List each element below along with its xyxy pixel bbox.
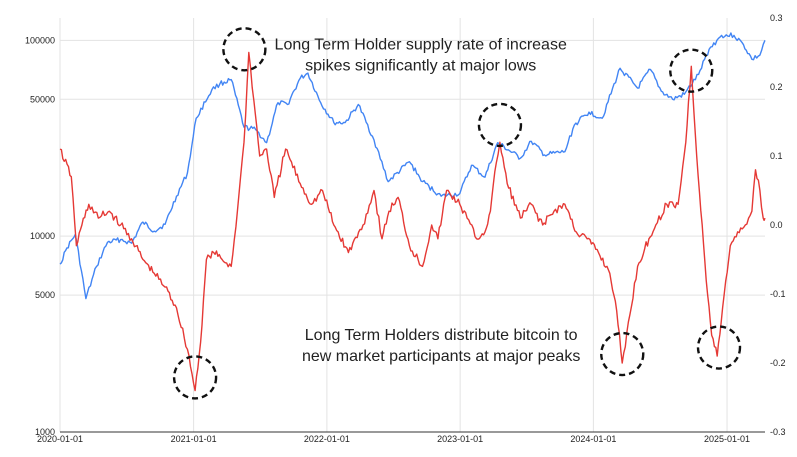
annotation-text: spikes significantly at major lows	[305, 58, 536, 75]
x-tick-label: 2024-01-01	[570, 434, 616, 444]
series-lines	[59, 32, 766, 392]
x-tick-label: 2025-01-01	[704, 434, 750, 444]
annotations: Long Term Holder supply rate of increase…	[275, 36, 581, 365]
highlight-circles	[172, 27, 742, 400]
x-tick-label: 2023-01-01	[437, 434, 483, 444]
highlight-circle	[696, 325, 742, 370]
annotation-text: Long Term Holder supply rate of increase	[275, 36, 567, 53]
axes: 2020-01-01 2021-01-01 2022-01-01 2023-01-01…	[25, 13, 786, 444]
right-tick-label: -0.2	[770, 358, 786, 368]
annotation-text: new market participants at major peaks	[302, 348, 580, 365]
x-tick-label: 2022-01-01	[304, 434, 350, 444]
right-tick-label: 0.2	[770, 82, 783, 92]
left-tick-label: 1000	[35, 427, 55, 437]
annotation-text: Long Term Holders distribute bitcoin to	[305, 327, 578, 344]
right-tick-label: -0.3	[770, 427, 786, 437]
right-tick-label: 0.0	[770, 220, 783, 230]
price-series-line	[59, 32, 766, 300]
left-tick-label: 5000	[35, 290, 55, 300]
x-tick-label: 2020-01-01	[37, 434, 83, 444]
right-tick-label: 0.1	[770, 151, 783, 161]
highlight-circle	[600, 331, 645, 377]
right-tick-label: 0.3	[770, 13, 783, 23]
x-tick-label: 2021-01-01	[171, 434, 217, 444]
highlight-circle	[222, 27, 267, 72]
right-tick-label: -0.1	[770, 289, 786, 299]
highlight-circle	[172, 355, 218, 400]
left-tick-label: 50000	[30, 94, 55, 104]
left-tick-label: 10000	[30, 231, 55, 241]
grid-lines	[59, 18, 765, 433]
highlight-circle	[669, 48, 714, 93]
lth-supply-rate-line	[59, 51, 766, 392]
highlight-circle	[477, 102, 523, 148]
left-tick-label: 100000	[25, 35, 55, 45]
